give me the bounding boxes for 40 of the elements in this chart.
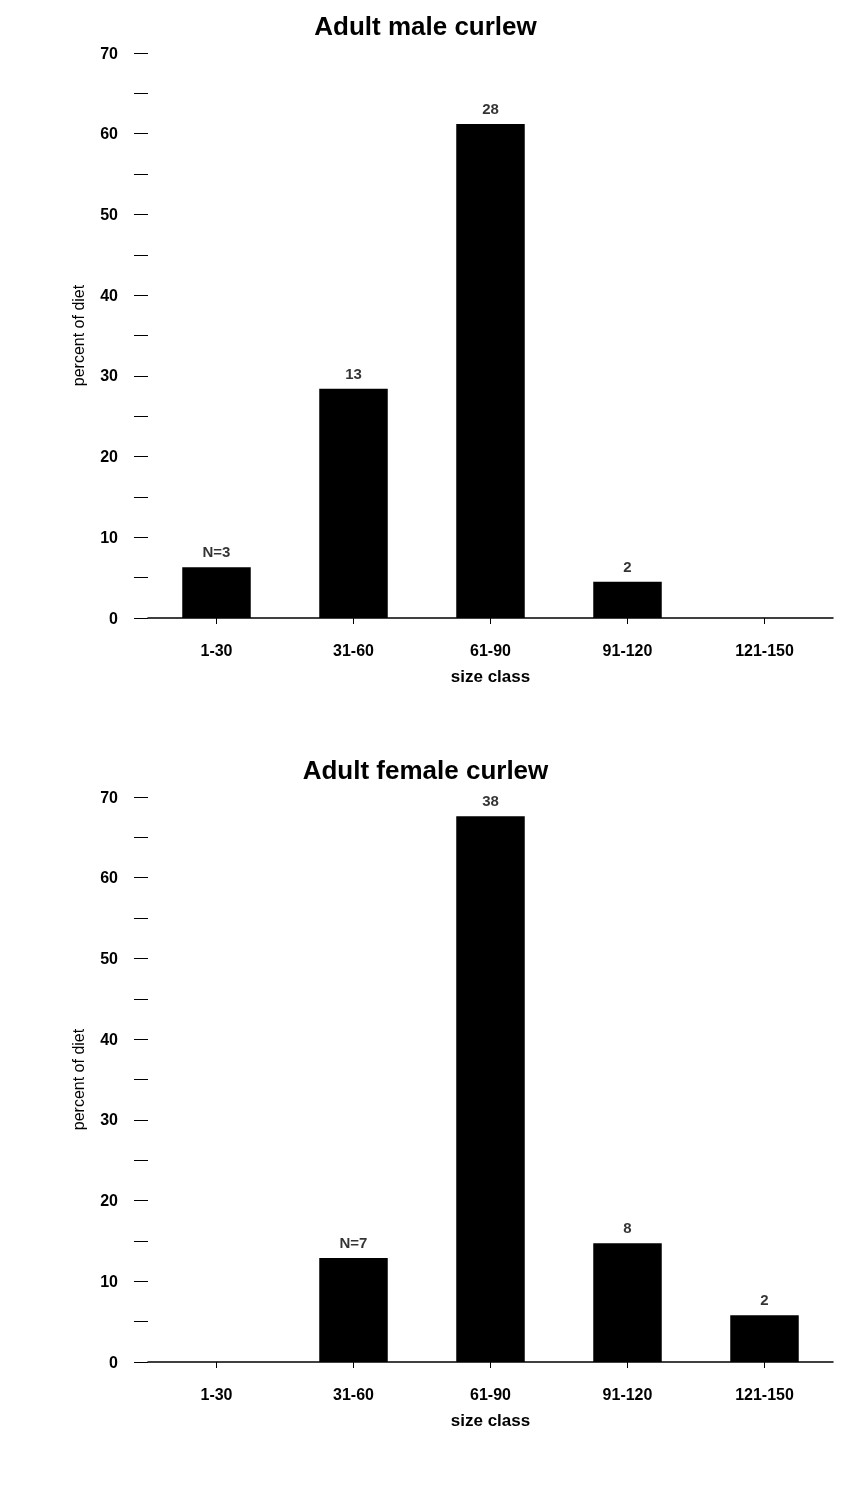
x-tick-label: 121-150 [735, 641, 794, 659]
x-tick-label: 121-150 [735, 1385, 794, 1403]
y-tick-label: 20 [100, 1192, 119, 1210]
y-tick-label: 10 [100, 528, 119, 546]
y-tick-label: 40 [100, 1030, 119, 1048]
annotation: 38 [482, 792, 499, 810]
x-axis-title: size class [450, 667, 531, 686]
annotation: 13 [345, 364, 362, 382]
x-tick-label: 61-90 [470, 641, 512, 659]
x-tick-label: 91-120 [602, 641, 653, 659]
x-tick-label: 61-90 [470, 1385, 512, 1403]
y-tick-label: 50 [100, 949, 119, 967]
y-tick-label: 0 [109, 609, 119, 627]
chart-title: Adult female curlew [302, 755, 550, 785]
x-tick-label: 1-30 [200, 641, 233, 659]
x-tick-label: 1-30 [200, 1385, 233, 1403]
y-tick-label: 30 [100, 1111, 119, 1129]
y-tick-label: 70 [100, 788, 119, 806]
y-tick-label: 50 [100, 205, 119, 223]
x-axis-title: size class [450, 1411, 531, 1430]
annotation: 28 [482, 100, 499, 118]
annotation: N=7 [339, 1233, 368, 1251]
x-tick-label: 91-120 [602, 1385, 653, 1403]
y-tick-label: 20 [100, 448, 119, 466]
chart-title: Adult male curlew [314, 11, 538, 41]
y-tick-label: 0 [109, 1353, 119, 1371]
y-tick-label: 70 [100, 44, 119, 62]
x-tick-label: 31-60 [333, 641, 375, 659]
y-tick-label: 30 [100, 367, 119, 385]
annotation: N=3 [202, 543, 231, 561]
annotation: 8 [623, 1219, 632, 1237]
x-tick-label: 31-60 [333, 1385, 375, 1403]
y-axis-title: percent of diet [69, 284, 87, 387]
y-tick-label: 60 [100, 125, 119, 143]
y-tick-label: 60 [100, 869, 119, 887]
y-tick-label: 10 [100, 1272, 119, 1290]
annotation: 2 [760, 1291, 769, 1309]
y-axis-title: percent of diet [69, 1028, 87, 1131]
y-tick-label: 40 [100, 286, 119, 304]
annotation: 2 [623, 557, 632, 575]
